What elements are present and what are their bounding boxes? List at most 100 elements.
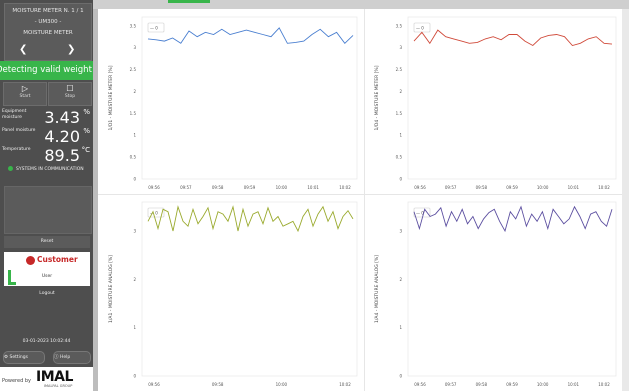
x-tick-label: 10:00 bbox=[537, 185, 549, 190]
x-tick-label: 09:57 bbox=[180, 185, 192, 190]
legend-badge-text: — 0 bbox=[416, 26, 424, 31]
series-line bbox=[413, 29, 613, 47]
y-tick-label: 0 bbox=[399, 177, 402, 182]
plot-frame bbox=[407, 16, 617, 180]
x-tick-label: 09:56 bbox=[414, 382, 426, 387]
x-tick-label: 09:56 bbox=[148, 382, 160, 387]
chart-bottom-right: — 0 3 2 1 0 1/A4 - MOISTURE ANALOG [%] 09:56 09… bbox=[366, 196, 622, 390]
brand-logo: IMAL bbox=[36, 369, 73, 385]
y-tick-label: 1 bbox=[399, 133, 402, 138]
chart-bottom-left: — 0 3 2 1 0 1/A1 - MOISTURE ANALOG [%] 09:56 09… bbox=[100, 196, 363, 390]
active-tab-indicator bbox=[168, 0, 210, 3]
y-tick-label: 2.5 bbox=[130, 67, 137, 72]
y-tick-label: 2 bbox=[133, 89, 136, 94]
x-tick-label: 09:57 bbox=[445, 382, 457, 387]
metric-label: Equipment moisture bbox=[2, 109, 27, 120]
x-tick-label: 09:58 bbox=[212, 185, 224, 190]
chevron-right-icon[interactable]: ❯ bbox=[67, 44, 76, 55]
reset-button[interactable]: Reset bbox=[4, 236, 90, 248]
start-label: Start bbox=[19, 94, 31, 99]
y-tick-label: 2 bbox=[399, 89, 402, 94]
device-model: - UM300 - bbox=[34, 19, 62, 25]
x-tick-label: 10:02 bbox=[339, 185, 351, 190]
settings-button[interactable]: ⚙ Settings bbox=[3, 351, 45, 364]
y-tick-label: 3 bbox=[133, 45, 136, 50]
y-axis-label: 1/A1 - MOISTURE ANALOG [%] bbox=[108, 255, 114, 323]
chart-top-right: — 0 3.5 3 2.5 2 1.5 1 0.5 0 1/D4 - MOISTURE METER… bbox=[366, 11, 622, 193]
x-tick-label: 10:01 bbox=[568, 382, 580, 387]
y-tick-label: 1.5 bbox=[396, 111, 403, 116]
help-label: Help bbox=[59, 355, 71, 360]
chart-svg: — 0 3 2 1 0 1/A1 - MOISTURE ANALOG [%] 09:56 09… bbox=[108, 201, 358, 387]
plot-frame bbox=[141, 201, 358, 377]
sidebar-edge bbox=[93, 0, 98, 391]
temperature-readout: Temperature 89.5 °C bbox=[0, 145, 93, 166]
communication-status-text: SYSTEMS IN COMMUNICATION bbox=[16, 167, 84, 172]
series-line bbox=[147, 205, 354, 233]
x-tick-label: 10:00 bbox=[276, 185, 288, 190]
help-icon: ⓘ bbox=[54, 355, 59, 360]
legend-badge-text: — 0 bbox=[150, 26, 158, 31]
x-tick-label: 10:00 bbox=[537, 382, 549, 387]
y-axis-label: 1/D4 - MOISTURE METER [%] bbox=[374, 65, 380, 130]
stop-button[interactable]: ☐ Stop bbox=[48, 82, 92, 106]
scrollbar[interactable] bbox=[622, 9, 629, 391]
info-panel bbox=[4, 186, 92, 234]
legend-badge-text: — 0 bbox=[150, 211, 158, 216]
chart-svg: — 0 3.5 3 2.5 2 1.5 1 0.5 0 1/D1 - MOISTURE METER… bbox=[108, 16, 358, 190]
y-tick-label: 3 bbox=[399, 229, 402, 234]
datetime: 03-01-2023 10:02:44 bbox=[22, 339, 71, 344]
help-button[interactable]: ⓘ Help bbox=[53, 351, 91, 364]
y-tick-label: 0.5 bbox=[396, 155, 403, 160]
metric-label: Temperature bbox=[2, 147, 31, 152]
x-tick-label: 09:58 bbox=[476, 185, 488, 190]
metric-unit: % bbox=[83, 127, 90, 135]
y-tick-label: 3.5 bbox=[130, 23, 137, 28]
y-tick-label: 1 bbox=[133, 133, 136, 138]
chart-top-left: — 0 3.5 3 2.5 2 1.5 1 0.5 0 1/D1 - MOISTURE METER… bbox=[100, 11, 363, 193]
series-line bbox=[413, 205, 613, 233]
play-icon: ▷ bbox=[21, 84, 29, 93]
metric-label: Panel moisture bbox=[2, 128, 36, 133]
x-tick-label: 09:59 bbox=[244, 185, 256, 190]
x-tick-label: 09:59 bbox=[506, 382, 518, 387]
logout-button[interactable]: Logout bbox=[39, 291, 55, 296]
legend-badge bbox=[147, 207, 165, 218]
customer-logo: Customer bbox=[26, 255, 78, 265]
divider bbox=[364, 9, 365, 391]
plot-frame bbox=[141, 16, 358, 180]
metric-value: 89.5 bbox=[44, 146, 80, 165]
y-tick-label: 3 bbox=[399, 45, 402, 50]
chevron-left-icon[interactable]: ❮ bbox=[19, 44, 28, 55]
device-selector: MOISTURE METER N. 1 / 1 - UM300 - MOISTU… bbox=[4, 3, 92, 61]
y-tick-label: 3 bbox=[133, 229, 136, 234]
status-banner: Detecting valid weight bbox=[0, 61, 93, 80]
y-axis-label: 1/A4 - MOISTURE ANALOG [%] bbox=[374, 255, 380, 323]
start-button[interactable]: ▷ Start bbox=[3, 82, 47, 106]
x-tick-label: 10:00 bbox=[276, 382, 288, 387]
stop-label: Stop bbox=[64, 94, 76, 99]
chart-svg: — 0 3.5 3 2.5 2 1.5 1 0.5 0 1/D4 - MOISTURE METER… bbox=[374, 16, 617, 190]
powered-by: Powered by bbox=[2, 378, 31, 384]
y-axis-label: 1/D1 - MOISTURE METER [%] bbox=[108, 65, 114, 130]
brand-footer: Powered by IMAL IMALPAL GROUP bbox=[0, 367, 93, 391]
communication-status: SYSTEMS IN COMMUNICATION bbox=[2, 165, 90, 174]
gear-icon: ⚙ bbox=[4, 355, 9, 360]
x-tick-label: 09:58 bbox=[212, 382, 224, 387]
series-line bbox=[147, 27, 354, 44]
x-tick-label: 10:02 bbox=[339, 382, 351, 387]
y-tick-label: 3.5 bbox=[396, 23, 403, 28]
y-tick-label: 2 bbox=[133, 277, 136, 282]
y-tick-label: 0 bbox=[133, 177, 136, 182]
chart-svg: — 0 3 2 1 0 1/A4 - MOISTURE ANALOG [%] 09:56 09… bbox=[374, 201, 617, 387]
panel-moisture-readout: Panel moisture 4.20 % bbox=[0, 126, 93, 147]
legend-badge bbox=[147, 22, 165, 33]
stop-icon: ☐ bbox=[66, 84, 74, 93]
customer-card: Customer User bbox=[4, 252, 90, 286]
x-tick-label: 09:56 bbox=[414, 185, 426, 190]
status-dot-icon bbox=[8, 166, 13, 171]
metric-value: 4.20 bbox=[44, 127, 80, 146]
y-tick-label: 2.5 bbox=[396, 67, 403, 72]
divider bbox=[98, 194, 629, 195]
y-tick-label: 1 bbox=[133, 325, 136, 330]
